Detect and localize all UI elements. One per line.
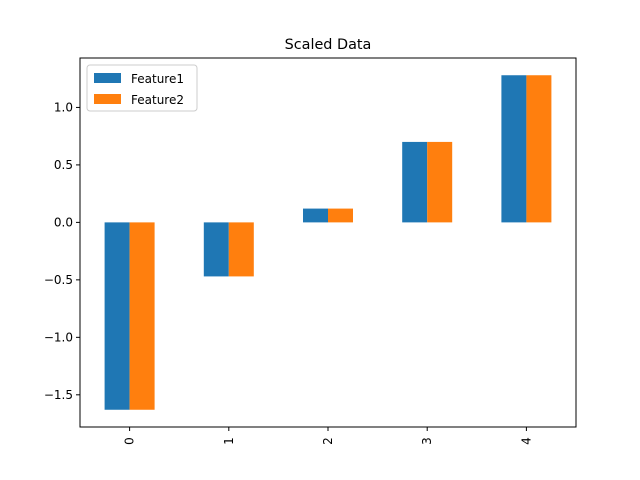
bar-feature1-3: [402, 141, 428, 223]
bar-feature1-1: [203, 222, 229, 277]
y-tick-label: −1.5: [44, 388, 73, 402]
bar-feature1-4: [501, 75, 527, 223]
y-axis: −1.5 −1.0 −0.5 0.0 0.5 1.0: [44, 100, 80, 402]
x-tick-label: 2: [321, 437, 335, 445]
y-tick-label: 0.5: [54, 158, 73, 172]
legend-label-feature2: Feature2: [131, 93, 184, 107]
bar-feature2-2: [328, 208, 353, 223]
x-tick-label: 3: [420, 437, 434, 445]
y-tick-label: −0.5: [44, 273, 73, 287]
bar-feature1-0: [104, 222, 130, 410]
bars-group: [104, 75, 552, 410]
y-tick-label: 0.0: [54, 215, 73, 229]
legend: Feature1 Feature2: [86, 64, 198, 112]
legend-swatch-feature1: [94, 73, 121, 83]
y-tick-label: −1.0: [44, 330, 73, 344]
legend-swatch-feature2: [94, 94, 121, 104]
bar-feature1-2: [303, 208, 328, 223]
chart-title: Scaled Data: [285, 37, 372, 53]
x-tick-label: 4: [519, 437, 533, 445]
y-tick-label: 1.0: [54, 100, 73, 114]
plot-frame: [79, 57, 577, 428]
bar-feature2-4: [526, 75, 552, 223]
bar-feature2-1: [228, 222, 254, 277]
bar-feature2-3: [427, 141, 453, 223]
x-axis: 0 1 2 3 4: [123, 427, 533, 445]
bar-feature2-0: [129, 222, 155, 410]
legend-label-feature1: Feature1: [131, 72, 184, 86]
x-tick-label: 1: [222, 437, 236, 445]
x-tick-label: 0: [123, 437, 137, 445]
